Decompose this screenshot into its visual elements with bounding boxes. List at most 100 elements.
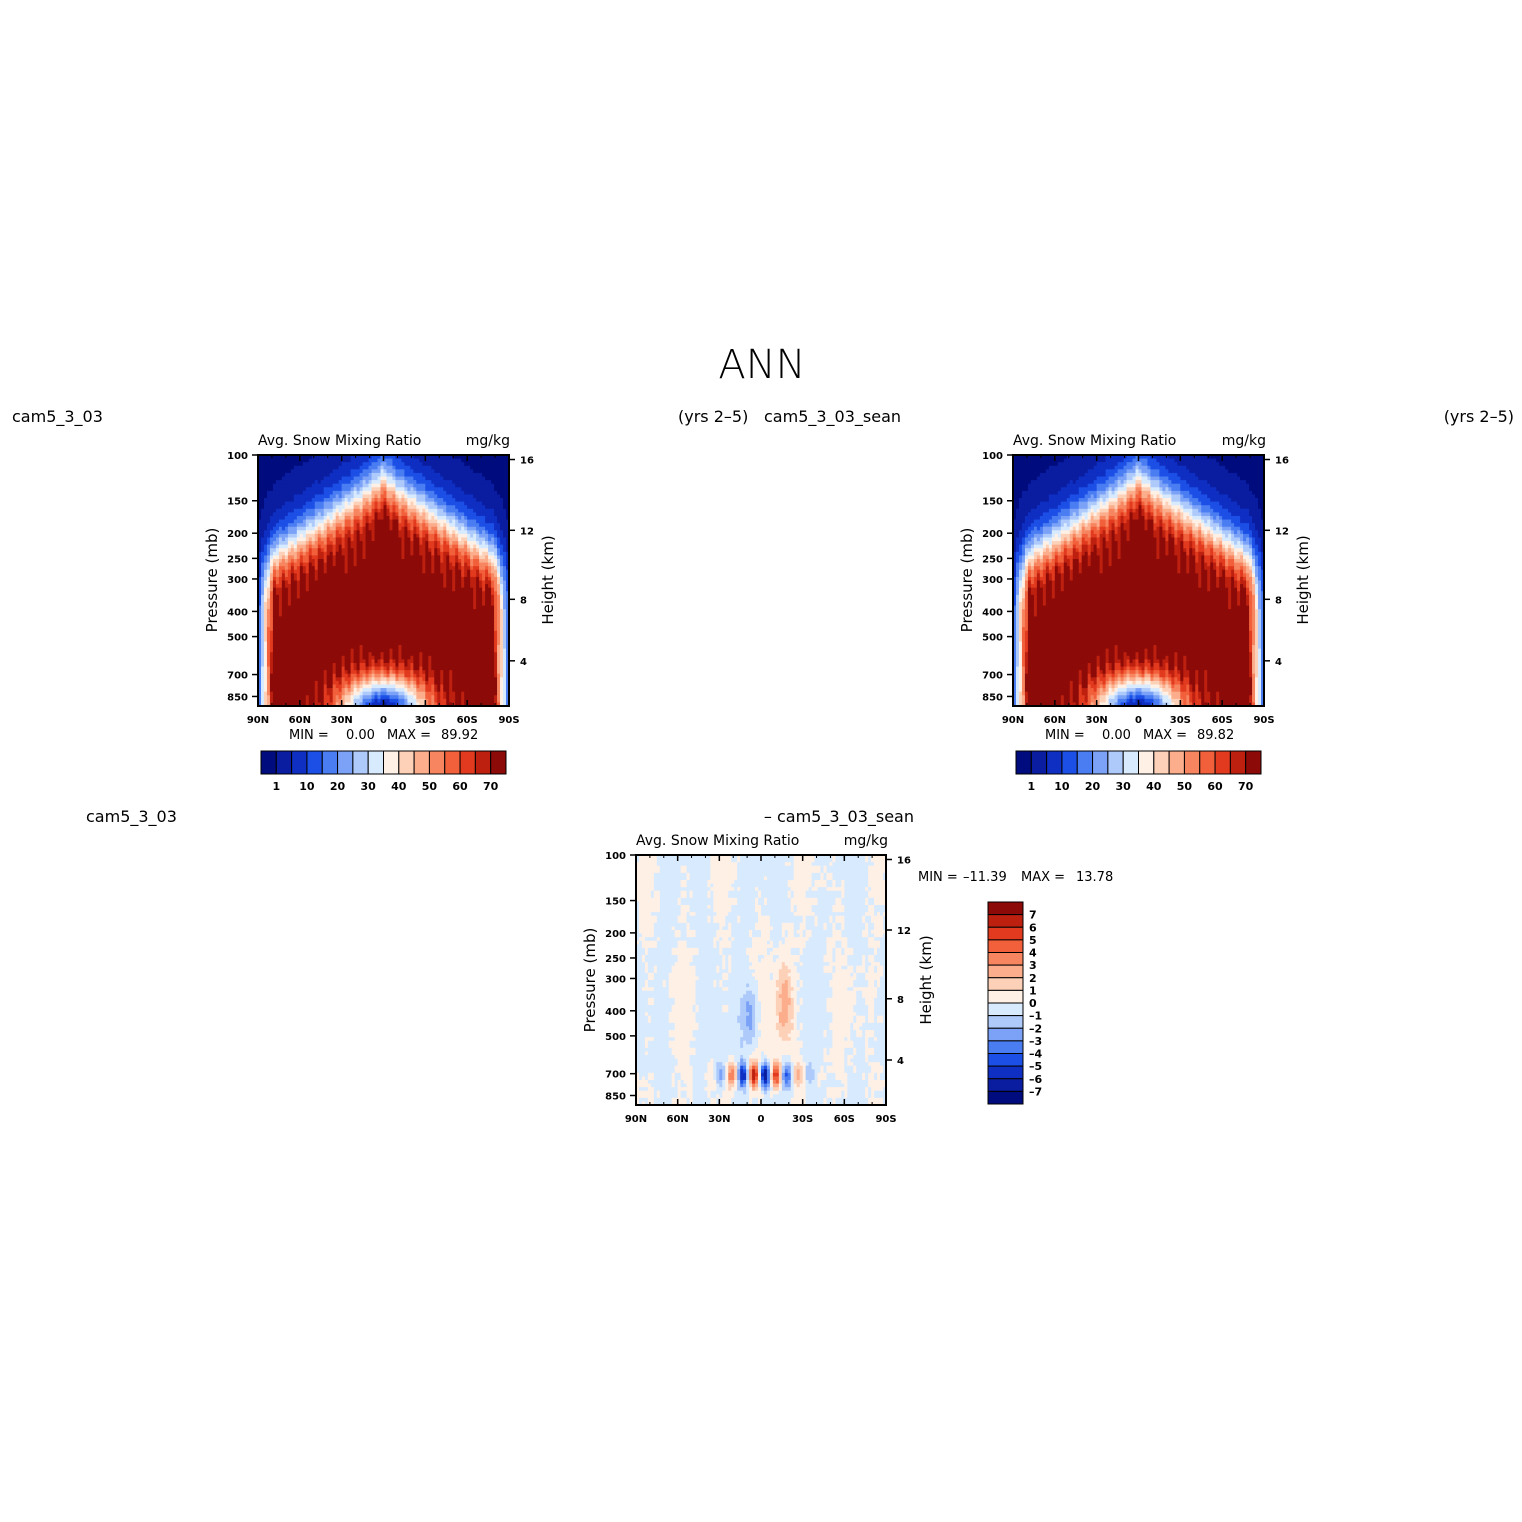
field-cell [452,580,456,585]
field-cell [392,691,397,696]
field-cell [464,487,468,492]
field-cell [353,673,358,678]
field-cell [431,573,435,578]
field-cell [413,566,417,571]
field-cell [395,533,400,539]
field-cell [380,490,385,496]
field-cell [332,569,337,574]
field-cell [266,695,271,700]
field-cell [258,558,262,564]
field-cell [356,462,361,467]
field-cell [266,490,271,496]
field-cell [314,505,319,510]
field-cell [416,472,420,478]
field-cell [365,623,370,628]
field-cell [446,515,450,521]
field-cell [380,472,385,478]
field-cell [377,587,382,592]
field-cell [341,634,346,639]
field-cell [263,551,268,556]
field-cell [290,680,295,686]
field-cell [467,688,471,693]
field-cell [419,469,423,474]
field-cell [410,569,414,574]
field-cell [455,573,459,578]
field-cell [368,569,373,574]
field-cell [329,523,334,528]
field-cell [347,505,352,510]
field-cell [290,612,295,617]
field-cell [323,623,328,628]
field-cell [350,458,355,463]
field-cell [416,519,420,524]
field-cell [258,472,262,478]
field-cell [398,569,403,574]
field-cell [383,483,388,488]
field-cell [374,587,379,592]
field-cell [296,594,301,600]
field-cell [440,569,444,574]
field-cell [320,541,325,546]
field-cell [266,691,271,696]
field-cell [431,616,435,621]
field-cell [314,487,319,492]
field-cell [461,551,465,556]
field-cell [311,623,316,628]
field-cell [278,684,283,689]
field-cell [425,602,429,607]
field-cell [413,508,417,513]
field-cell [329,652,334,657]
field-cell [278,562,283,567]
field-cell [422,476,426,481]
field-cell [299,623,304,628]
field-cell [446,541,450,546]
field-cell [398,455,403,460]
field-cell [383,655,388,660]
field-cell [353,505,358,510]
field-cell [341,616,346,621]
field-cell [323,512,328,517]
field-cell [461,655,465,660]
field-cell [368,634,373,639]
field-cell [446,458,450,463]
field-cell [386,698,391,704]
field-cell [344,537,349,542]
model-field [258,455,509,706]
field-cell [350,598,355,603]
field-cell [320,530,325,535]
field-cell [356,483,361,488]
field-cell [335,587,340,592]
field-cell [341,462,346,467]
field-cell [386,455,391,460]
field-cell [269,462,274,467]
field-cell [434,655,438,660]
field-cell [281,652,286,657]
field-cell [422,598,426,603]
field-cell [386,695,391,700]
field-cell [389,494,394,499]
field-cell [278,472,283,478]
field-cell [293,508,298,513]
field-cell [368,695,373,700]
field-cell [302,619,307,625]
field-cell [314,655,319,660]
field-cell [359,537,364,542]
field-cell [278,487,283,492]
field-cell [281,634,286,639]
field-cell [260,551,265,556]
field-cell [305,519,310,524]
field-cell [284,662,289,668]
field-cell [452,666,456,671]
field-cell [299,480,304,485]
field-cell [320,634,325,639]
field-cell [299,562,304,567]
field-cell [422,648,426,653]
field-cell [398,637,403,643]
field-cell [293,548,298,553]
field-cell [323,469,328,474]
field-cell [299,598,304,603]
field-cell [353,680,358,686]
field-cell [305,609,310,614]
field-cell [329,619,334,625]
field-cell [320,680,325,686]
